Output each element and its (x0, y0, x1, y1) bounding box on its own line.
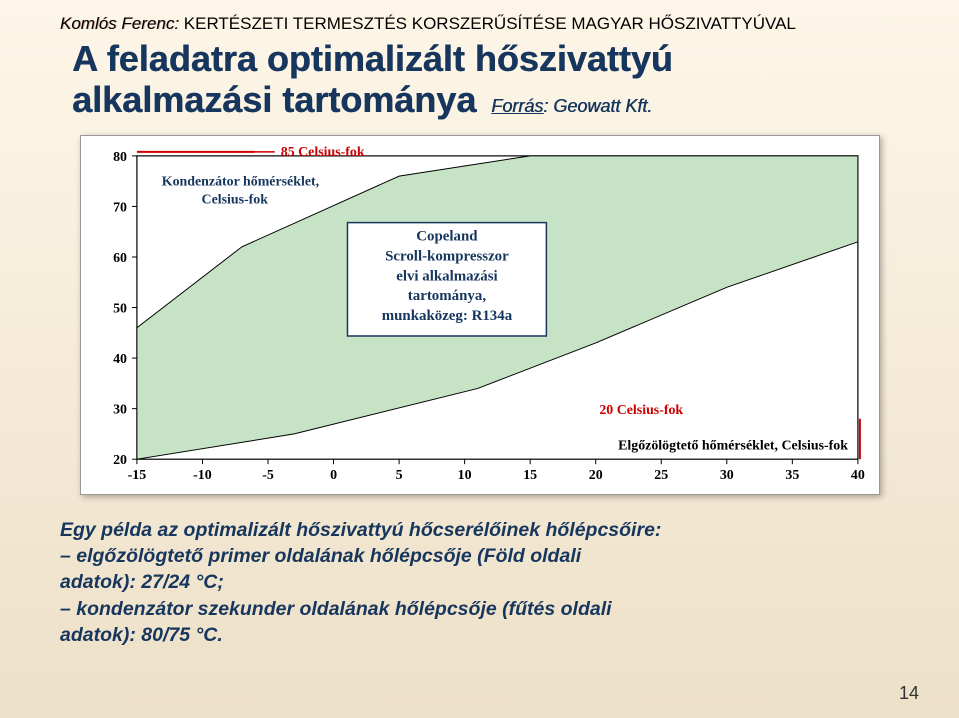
source-label: Forrás (491, 96, 543, 116)
title-line2: alkalmazási tartománya (72, 79, 476, 120)
svg-text:35: 35 (785, 468, 799, 483)
svg-text:40: 40 (850, 468, 864, 483)
svg-text:Scroll-kompresszor: Scroll-kompresszor (385, 248, 509, 264)
svg-text:Kondenzátor hőmérséklet,: Kondenzátor hőmérséklet, (161, 175, 318, 190)
svg-text:30: 30 (719, 468, 733, 483)
bottom-l3: adatok): 27/24 °C; (60, 569, 899, 595)
bottom-l2: – elgőzölögtető primer oldalának hőlépcs… (60, 543, 899, 569)
chart-container: -15 -10 -5 0 5 10 15 20 25 30 35 40 20 30 40 50 60 70 80 85… (80, 135, 880, 495)
svg-text:-5: -5 (262, 468, 274, 483)
title-block: A feladatra optimalizált hőszivattyú alk… (0, 34, 959, 121)
svg-text:Elgőzölögtető hőmérséklet, Cel: Elgőzölögtető hőmérséklet, Celsius-fok (618, 438, 848, 453)
bottom-l1: Egy példa az optimalizált hőszivattyú hő… (60, 517, 899, 543)
header-line: Komlós Ferenc: KERTÉSZETI TERMESZTÉS KOR… (0, 0, 959, 34)
svg-text:Celsius-fok: Celsius-fok (201, 192, 268, 207)
svg-text:20: 20 (588, 468, 602, 483)
svg-text:5: 5 (395, 468, 402, 483)
svg-text:50: 50 (113, 301, 127, 316)
source-rest: : Geowatt Kft. (543, 96, 652, 116)
svg-text:80: 80 (113, 150, 127, 165)
svg-text:munkaközeg: R134a: munkaközeg: R134a (381, 308, 512, 324)
svg-text:20 Celsius-fok: 20 Celsius-fok (599, 403, 683, 418)
svg-text:15: 15 (523, 468, 537, 483)
author-name: Komlós Ferenc: (60, 14, 179, 33)
svg-text:85 Celsius-fok: 85 Celsius-fok (280, 145, 364, 160)
svg-text:10: 10 (457, 468, 471, 483)
svg-text:tartománya,: tartománya, (407, 288, 486, 304)
bottom-l4: – kondenzátor szekunder oldalának hőlépc… (60, 596, 899, 622)
svg-text:Copeland: Copeland (416, 228, 478, 244)
header-rest: KERTÉSZETI TERMESZTÉS KORSZERŰSÍTÉSE MAG… (179, 14, 796, 33)
svg-text:elvi alkalmazási: elvi alkalmazási (396, 268, 497, 284)
svg-text:-10: -10 (193, 468, 212, 483)
chart-svg: -15 -10 -5 0 5 10 15 20 25 30 35 40 20 30 40 50 60 70 80 85… (81, 136, 879, 494)
bottom-l5: adatok): 80/75 °C. (60, 622, 899, 648)
svg-text:25: 25 (654, 468, 668, 483)
title-line1: A feladatra optimalizált hőszivattyú (72, 38, 909, 79)
svg-text:0: 0 (330, 468, 337, 483)
example-text: Egy példa az optimalizált hőszivattyú hő… (0, 495, 959, 649)
page-number: 14 (899, 683, 919, 704)
title-line2-wrap: alkalmazási tartománya Forrás: Geowatt K… (72, 79, 909, 120)
svg-text:60: 60 (113, 251, 127, 266)
svg-text:20: 20 (113, 453, 127, 468)
svg-text:30: 30 (113, 402, 127, 417)
svg-text:-15: -15 (127, 468, 146, 483)
svg-text:70: 70 (113, 200, 127, 215)
svg-text:40: 40 (113, 352, 127, 367)
